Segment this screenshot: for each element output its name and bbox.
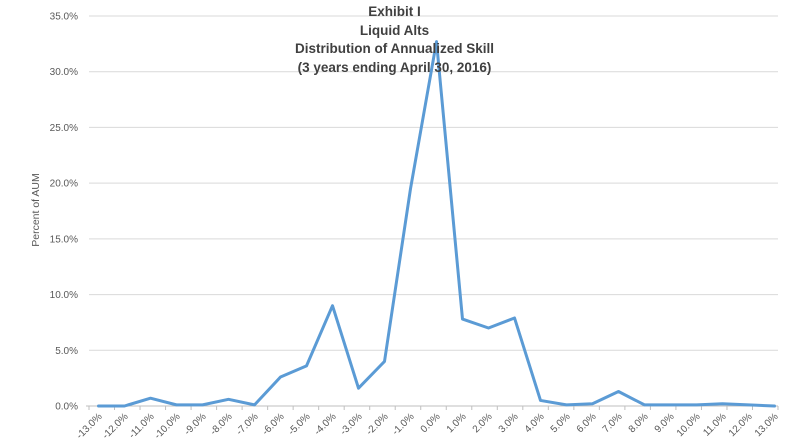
- x-axis-tick-label: 10.0%: [675, 411, 703, 439]
- x-axis-tick-label: 1.0%: [445, 411, 469, 435]
- x-axis-tick-label: -2.0%: [364, 411, 390, 437]
- y-axis-tick-label: 25.0%: [50, 123, 78, 134]
- x-axis-tick-label: 8.0%: [627, 411, 651, 435]
- x-axis-tick-label: -12.0%: [100, 411, 130, 441]
- x-axis-tick-label: -11.0%: [127, 411, 157, 441]
- x-axis-tick-label: 6.0%: [575, 411, 599, 435]
- x-axis-tick-label: 2.0%: [471, 411, 495, 435]
- y-axis-tick-label: 30.0%: [50, 67, 78, 78]
- y-axis-tick-label: 5.0%: [55, 346, 78, 357]
- x-axis-tick-label: 12.0%: [727, 411, 755, 439]
- x-axis-tick-label: -8.0%: [208, 411, 234, 437]
- y-axis-tick-label: 10.0%: [50, 290, 78, 301]
- x-axis-tick-label: 9.0%: [653, 411, 677, 435]
- x-axis-tick-label: 13.0%: [753, 411, 781, 439]
- data-series-line: [97, 40, 776, 408]
- x-axis-tick-label: 0.0%: [419, 411, 443, 435]
- y-axis-tick-label: 0.0%: [55, 402, 78, 413]
- x-axis-tick-label: -5.0%: [286, 411, 312, 437]
- x-axis-tick-label: -9.0%: [182, 411, 208, 437]
- x-axis-tick-label: -1.0%: [390, 411, 416, 437]
- x-axis-tick-label: 3.0%: [497, 411, 521, 435]
- y-axis-tick-label: 15.0%: [50, 234, 78, 245]
- x-axis-tick-label: 4.0%: [523, 411, 547, 435]
- x-axis-tick-label: -13.0%: [74, 411, 104, 441]
- x-axis-tick-label: 11.0%: [701, 411, 728, 438]
- x-axis-tick-label: -10.0%: [152, 411, 182, 441]
- y-axis-tick-label: 35.0%: [50, 12, 78, 23]
- x-axis-tick-label: -6.0%: [260, 411, 286, 437]
- x-axis-tick-label: -7.0%: [234, 411, 260, 437]
- x-axis-tick-label: 7.0%: [601, 411, 625, 435]
- y-axis-tick-label: 20.0%: [50, 179, 78, 190]
- x-axis-tick-label: -3.0%: [338, 411, 364, 437]
- x-axis-tick-label: -4.0%: [312, 411, 338, 437]
- x-axis-tick-label: 5.0%: [549, 411, 573, 435]
- y-axis-title: Percent of AUM: [30, 173, 42, 247]
